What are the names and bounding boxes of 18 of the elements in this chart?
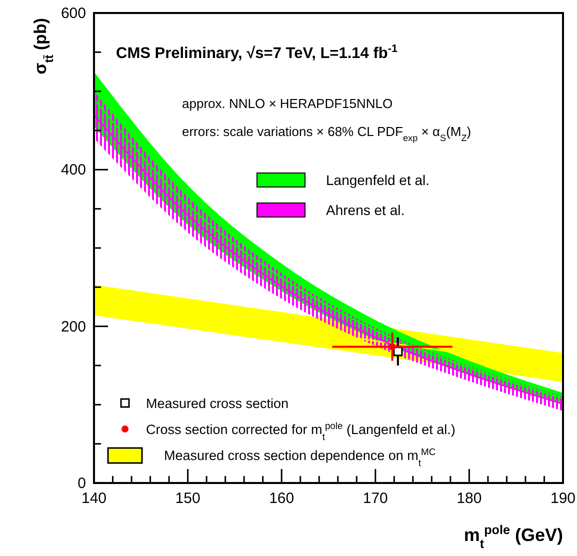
x-tick-label: 190 [550, 490, 576, 507]
x-tick-label: 170 [362, 490, 388, 507]
annotation: errors: scale variations × 68% CL PDF$_{exp}$ × α$_{S}$(M$_{Z}$) [182, 124, 472, 143]
legend-label: Measured cross section [146, 396, 289, 411]
x-tick-label: 140 [81, 490, 107, 507]
y-tick-label: 400 [60, 162, 86, 179]
text: CMS Preliminary, √s=7 TeV, L=1.14 fb$^{-1}$ [116, 43, 398, 62]
y-tick-label: 600 [60, 5, 86, 22]
y-tick-label: 200 [60, 318, 86, 336]
x-tick-label: 160 [269, 490, 294, 507]
annotation: approx. NNLO × HERAPDF15NNLO [182, 96, 393, 111]
legend-label: Cross section corrected for m$_{t}$$^{pole}$ (Langenfeld et al.) [146, 420, 456, 442]
y-tick-label: 0 [78, 475, 86, 492]
x-axis-title: m$_{t}$$^{pole}$ (GeV) [464, 523, 563, 551]
legend-label: Langenfeld et al. [326, 172, 430, 188]
x-tick-label: 150 [175, 490, 200, 507]
legend-label: Ahrens et al. [326, 202, 405, 218]
x-tick-label: 180 [456, 490, 482, 507]
